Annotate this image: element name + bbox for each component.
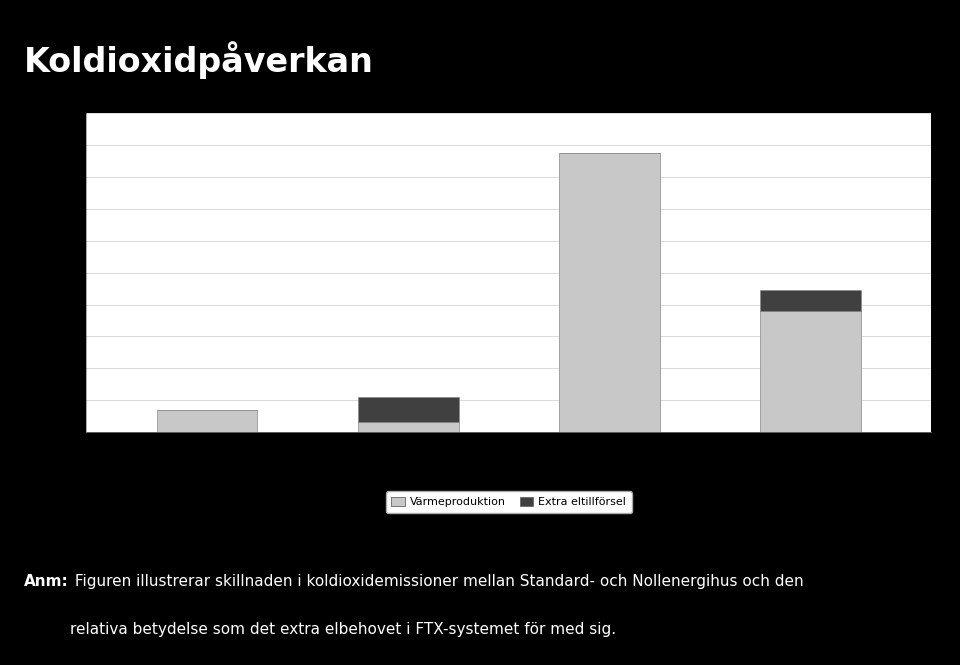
Text: Anm:: Anm: bbox=[24, 574, 69, 589]
Bar bbox=[156, 410, 257, 432]
Y-axis label: g/m2 BRA, år: g/m2 BRA, år bbox=[31, 236, 43, 309]
Text: Koldioxidpåverkan: Koldioxidpåverkan bbox=[24, 41, 373, 79]
Bar bbox=[559, 153, 660, 432]
Text: relativa betydelse som det extra elbehovet i FTX-systemet för med sig.: relativa betydelse som det extra elbehov… bbox=[70, 622, 616, 637]
Bar bbox=[760, 311, 861, 432]
Legend: Värmeproduktion, Extra eltillförsel: Värmeproduktion, Extra eltillförsel bbox=[386, 491, 632, 513]
Bar bbox=[358, 422, 459, 432]
Text: Figuren illustrerar skillnaden i koldioxidemissioner mellan Standard- och Nollen: Figuren illustrerar skillnaden i koldiox… bbox=[70, 574, 804, 589]
Bar bbox=[358, 398, 459, 422]
Bar bbox=[760, 290, 861, 311]
